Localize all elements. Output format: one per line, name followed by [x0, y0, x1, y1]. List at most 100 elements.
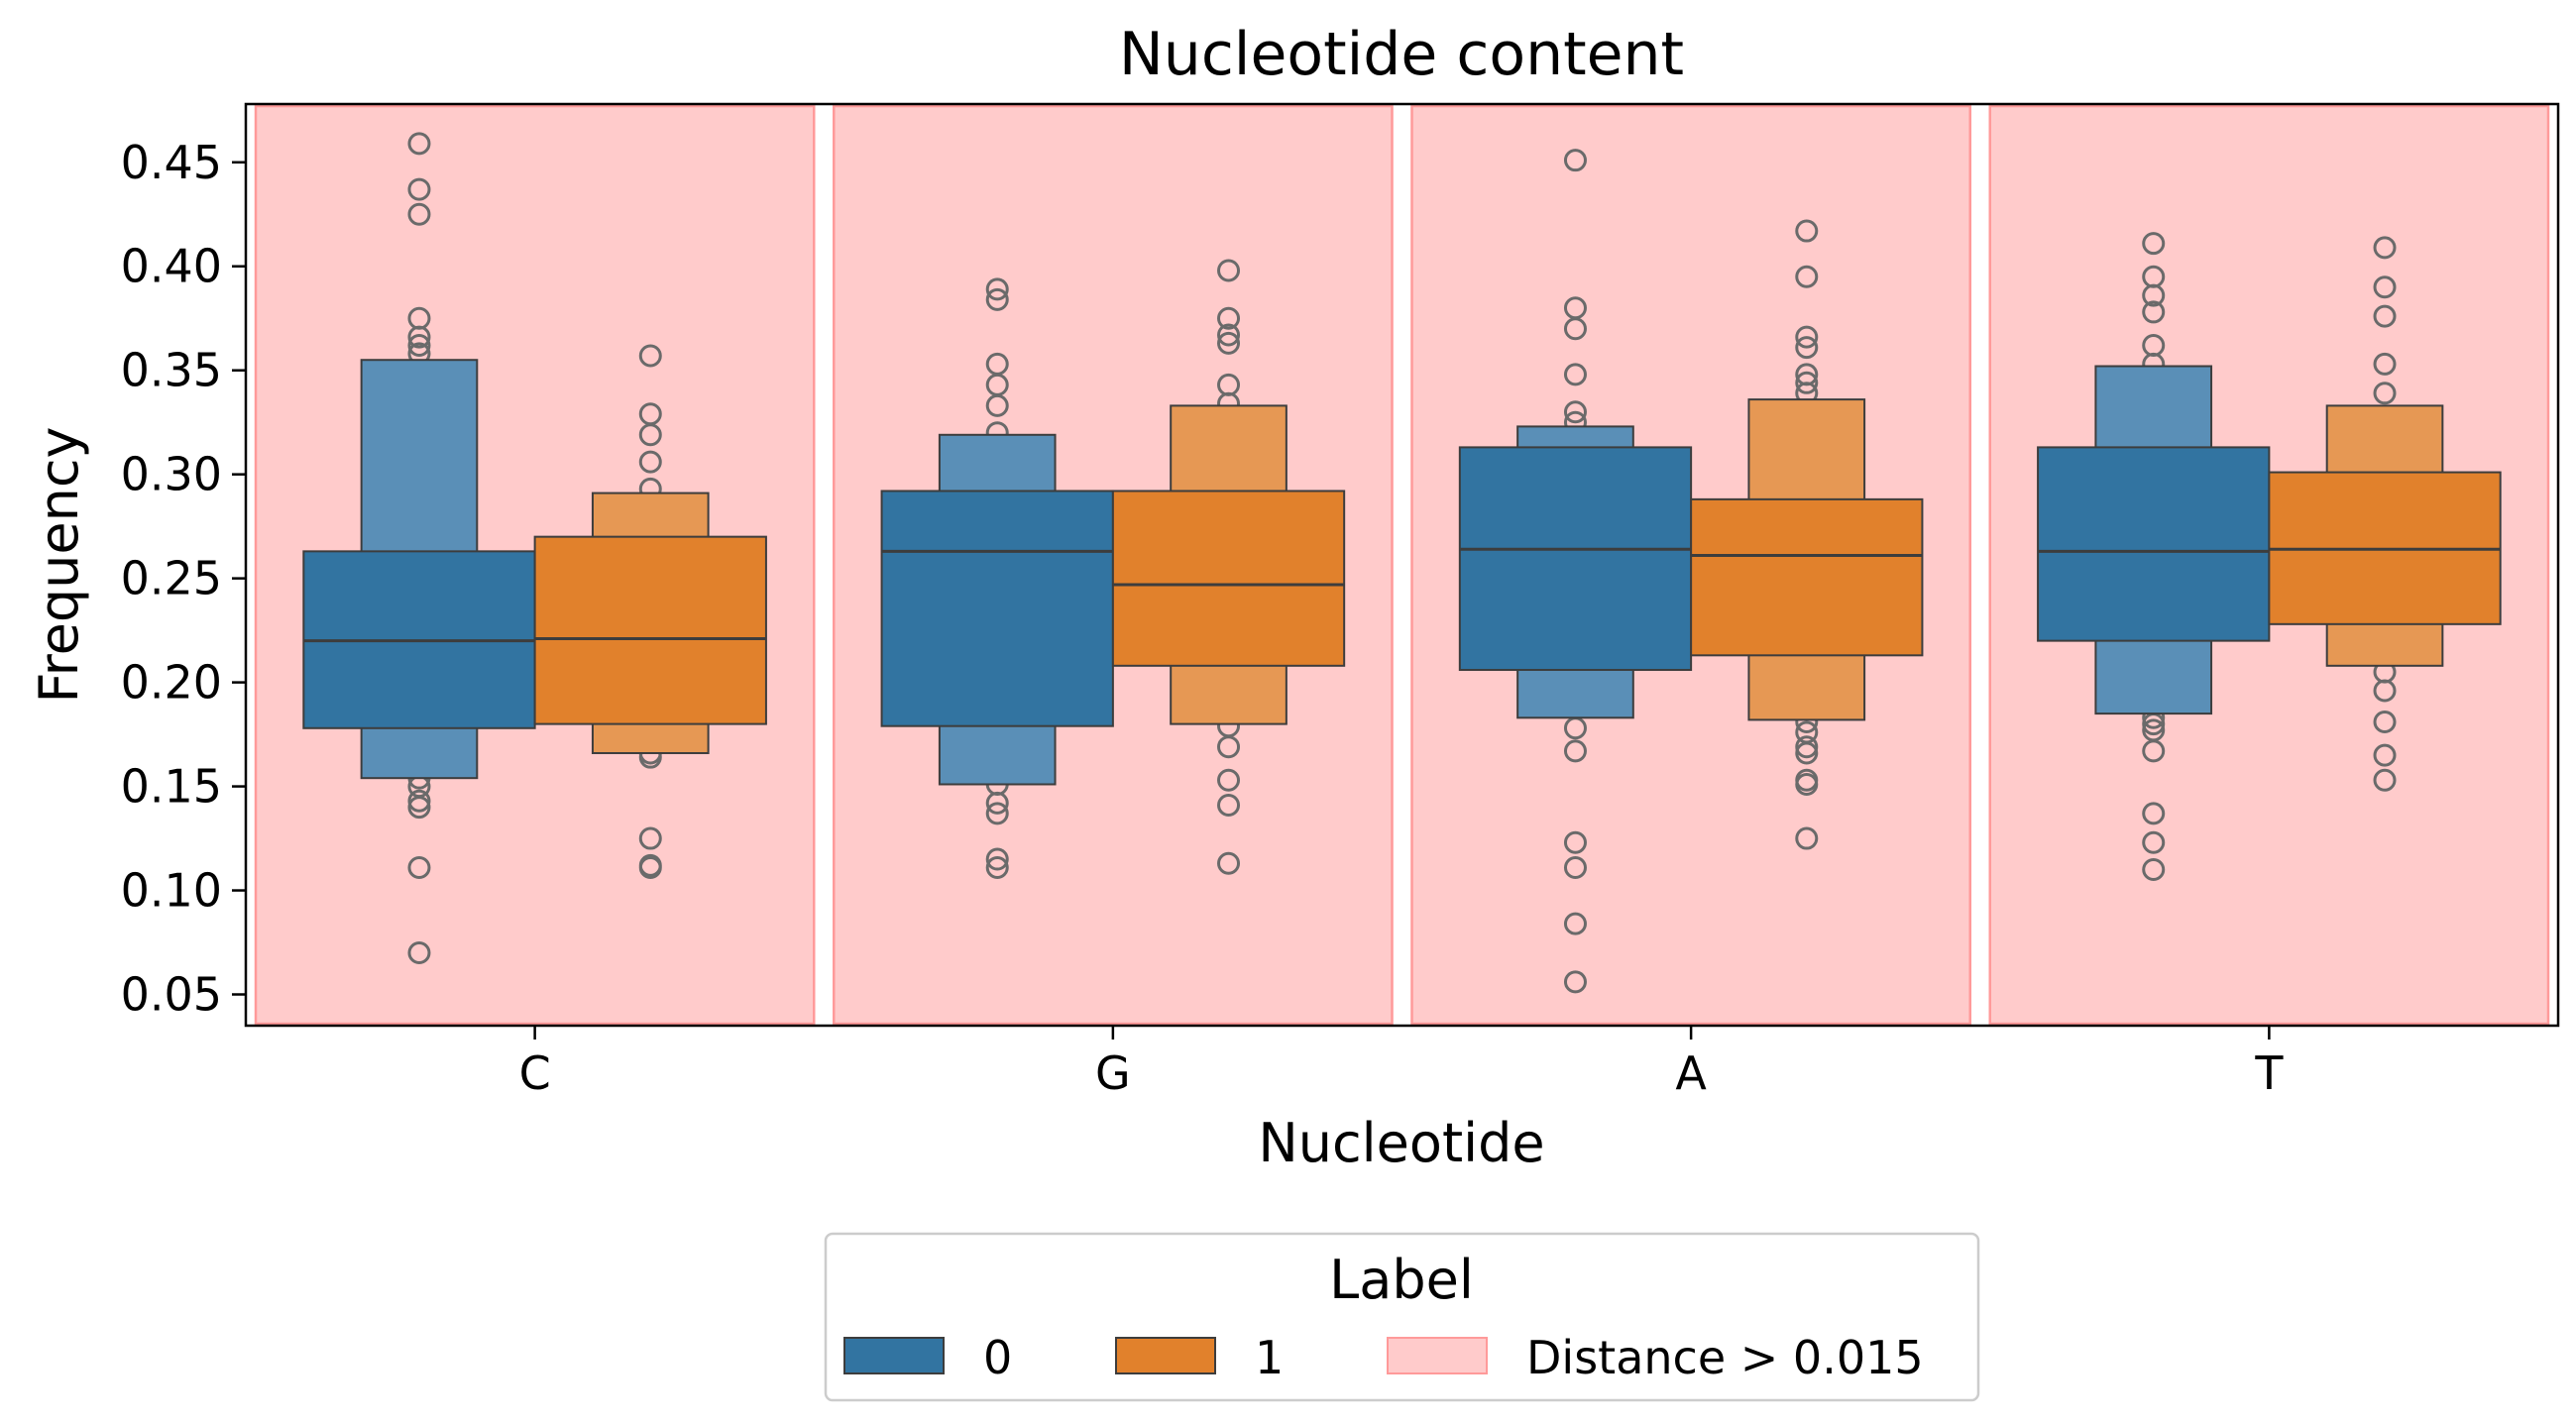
outlier-series1-T: [2373, 236, 2397, 260]
outlier-series1-A: [1795, 219, 1819, 243]
outlier-series1-G: [1217, 793, 1241, 817]
inner-box-series0-A: [1458, 446, 1693, 672]
outlier-series0-T: [2142, 232, 2166, 256]
boxen-boxes: [302, 359, 2502, 786]
y-tick-label: 0.05: [121, 968, 222, 1022]
outlier-series1-T: [2373, 768, 2397, 792]
outlier-series0-G: [985, 393, 1009, 417]
outlier-series1-A: [1795, 336, 1819, 360]
outlier-series0-A: [1563, 317, 1587, 341]
inner-box-series1-G: [1111, 490, 1346, 667]
outlier-series0-T: [2142, 858, 2166, 882]
outlier-series1-G: [1217, 259, 1241, 282]
outlier-series0-C: [407, 855, 431, 879]
outlier-series0-C: [407, 334, 431, 358]
inner-box-series0-T: [2037, 446, 2271, 642]
outlier-series0-C: [407, 941, 431, 965]
outlier-series1-C: [638, 423, 662, 447]
legend-label-0: 0: [983, 1331, 1012, 1384]
legend-label-distance: Distance > 0.015: [1526, 1331, 1924, 1384]
outlier-series0-G: [985, 855, 1009, 879]
outlier-series1-A: [1795, 265, 1819, 288]
y-axis-title: Frequency: [28, 427, 90, 704]
outlier-series1-A: [1795, 741, 1819, 765]
outlier-series1-C: [638, 855, 662, 879]
outlier-series0-T: [2142, 830, 2166, 854]
y-tick-label: 0.35: [121, 344, 222, 397]
outlier-series1-G: [1217, 735, 1241, 759]
outlier-series0-T: [2142, 283, 2166, 307]
outlier-series0-T: [2142, 300, 2166, 324]
outlier-series1-A: [1795, 325, 1819, 349]
outlier-series1-A: [1795, 772, 1819, 796]
plot-frame: [244, 102, 2560, 1028]
y-tick-label: 0.20: [121, 656, 222, 710]
legend-frame: [824, 1232, 1980, 1402]
outlier-series0-T: [2142, 802, 2166, 825]
x-tick-label: C: [519, 1046, 551, 1100]
outlier-series1-G: [1217, 306, 1241, 330]
outlier-series1-T: [2373, 304, 2397, 328]
outlier-series0-A: [1563, 855, 1587, 879]
outlier-series0-C: [407, 177, 431, 201]
outlier-series0-A: [1563, 149, 1587, 172]
legend-swatch-1: [1115, 1337, 1216, 1374]
y-tick-label: 0.45: [121, 136, 222, 189]
y-axis: 0.05 0.10 0.15 0.20 0.25 0.30 0.35 0.40 0.45: [121, 136, 246, 1022]
outlier-series1-C: [638, 344, 662, 368]
outlier-series0-G: [985, 791, 1009, 815]
outlier-series0-C: [407, 325, 431, 349]
outlier-series0-C: [407, 796, 431, 820]
y-tick-label: 0.30: [121, 448, 222, 501]
outlier-series1-T: [2373, 275, 2397, 299]
outlier-series1-A: [1795, 371, 1819, 394]
outlier-series0-G: [985, 287, 1009, 311]
outlier-series1-G: [1217, 331, 1241, 355]
outlier-series1-T: [2373, 679, 2397, 703]
y-tick-label: 0.25: [121, 552, 222, 605]
outlier-series1-C: [638, 826, 662, 850]
legend: Label 0 1 Distance > 0.015: [824, 1232, 1980, 1402]
legend-title: Label: [1329, 1249, 1474, 1311]
outlier-series1-G: [1217, 323, 1241, 347]
outlier-series0-C: [407, 789, 431, 813]
outlier-series0-G: [985, 802, 1009, 825]
outlier-series0-A: [1563, 970, 1587, 994]
y-tick-label: 0.40: [121, 240, 222, 293]
outlier-series0-G: [985, 847, 1009, 871]
outlier-series0-A: [1563, 830, 1587, 854]
outlier-series1-A: [1795, 826, 1819, 850]
outlier-series1-C: [638, 450, 662, 474]
outlier-series0-C: [407, 132, 431, 156]
outlier-points: [407, 132, 2397, 994]
outlier-series0-T: [2142, 739, 2166, 763]
outlier-series1-A: [1795, 735, 1819, 759]
outlier-series1-T: [2373, 710, 2397, 733]
x-tick-label: A: [1675, 1046, 1707, 1100]
legend-swatch-distance: [1387, 1337, 1488, 1374]
outlier-series1-T: [2373, 743, 2397, 767]
outlier-series1-G: [1217, 851, 1241, 875]
outlier-series1-T: [2373, 352, 2397, 376]
y-tick-label: 0.15: [121, 760, 222, 814]
x-tick-label: T: [2254, 1046, 2284, 1100]
x-tick-label: G: [1095, 1046, 1131, 1100]
chart-title: Nucleotide content: [1119, 20, 1684, 89]
inner-box-series1-C: [533, 535, 767, 725]
outlier-series0-A: [1563, 400, 1587, 424]
outlier-series1-T: [2373, 382, 2397, 405]
outlier-series0-A: [1563, 912, 1587, 935]
x-axis-title: Nucleotide: [1258, 1112, 1544, 1174]
outlier-series0-C: [407, 202, 431, 226]
legend-label-1: 1: [1255, 1331, 1284, 1384]
outlier-series0-G: [985, 277, 1009, 301]
outlier-series0-A: [1563, 739, 1587, 763]
legend-swatch-0: [843, 1337, 945, 1374]
y-tick-label: 0.10: [121, 864, 222, 918]
inner-box-series1-A: [1690, 497, 1924, 657]
outlier-series1-G: [1217, 768, 1241, 792]
outlier-series0-A: [1563, 363, 1587, 386]
inner-box-series0-G: [880, 490, 1114, 727]
